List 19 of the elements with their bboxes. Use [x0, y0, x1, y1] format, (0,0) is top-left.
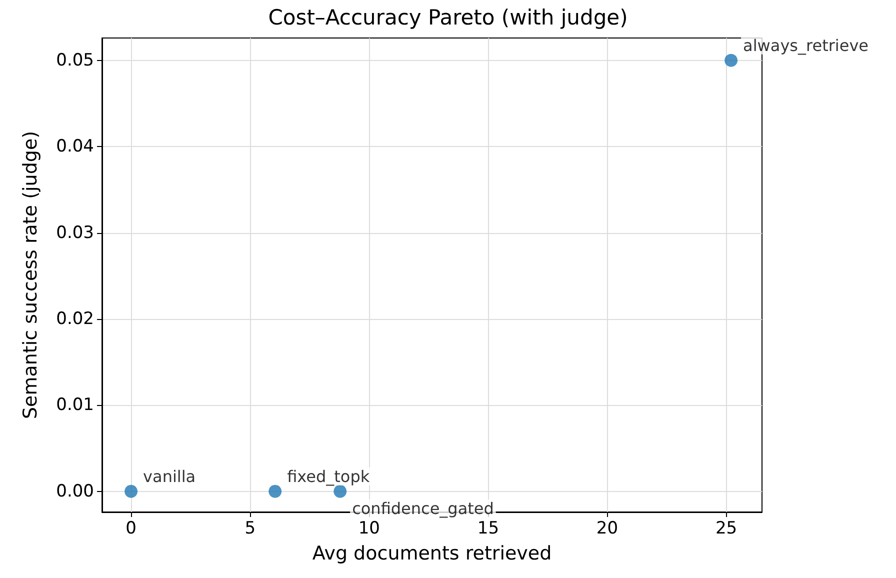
- y-tick-label: 0.01: [56, 395, 94, 416]
- y-tick-label: 0.05: [56, 50, 94, 70]
- x-tick-label: 25: [715, 518, 738, 538]
- x-tick-label: 20: [596, 518, 618, 538]
- annotation: fixed_topk: [287, 466, 370, 486]
- x-tick-label: 0: [126, 518, 136, 538]
- annotation: vanilla: [143, 466, 196, 486]
- y-axis-title: Semantic success rate (judge): [20, 130, 42, 420]
- y-tick-label: 0.03: [56, 222, 94, 243]
- y-tick-label: 0.04: [56, 136, 94, 157]
- x-tick-label: 5: [244, 518, 256, 538]
- x-tick-label: 10: [358, 518, 380, 538]
- x-axis-title: Avg documents retrieved: [312, 542, 552, 564]
- annotation: confidence_gated: [352, 498, 494, 518]
- y-tick-label: 0.02: [56, 308, 94, 329]
- y-tick-label: 0.00: [56, 481, 94, 502]
- x-tick-label: 15: [477, 518, 500, 538]
- annotation: always_retrieve: [743, 36, 869, 55]
- chart-title: Cost–Accuracy Pareto (with judge): [268, 6, 628, 30]
